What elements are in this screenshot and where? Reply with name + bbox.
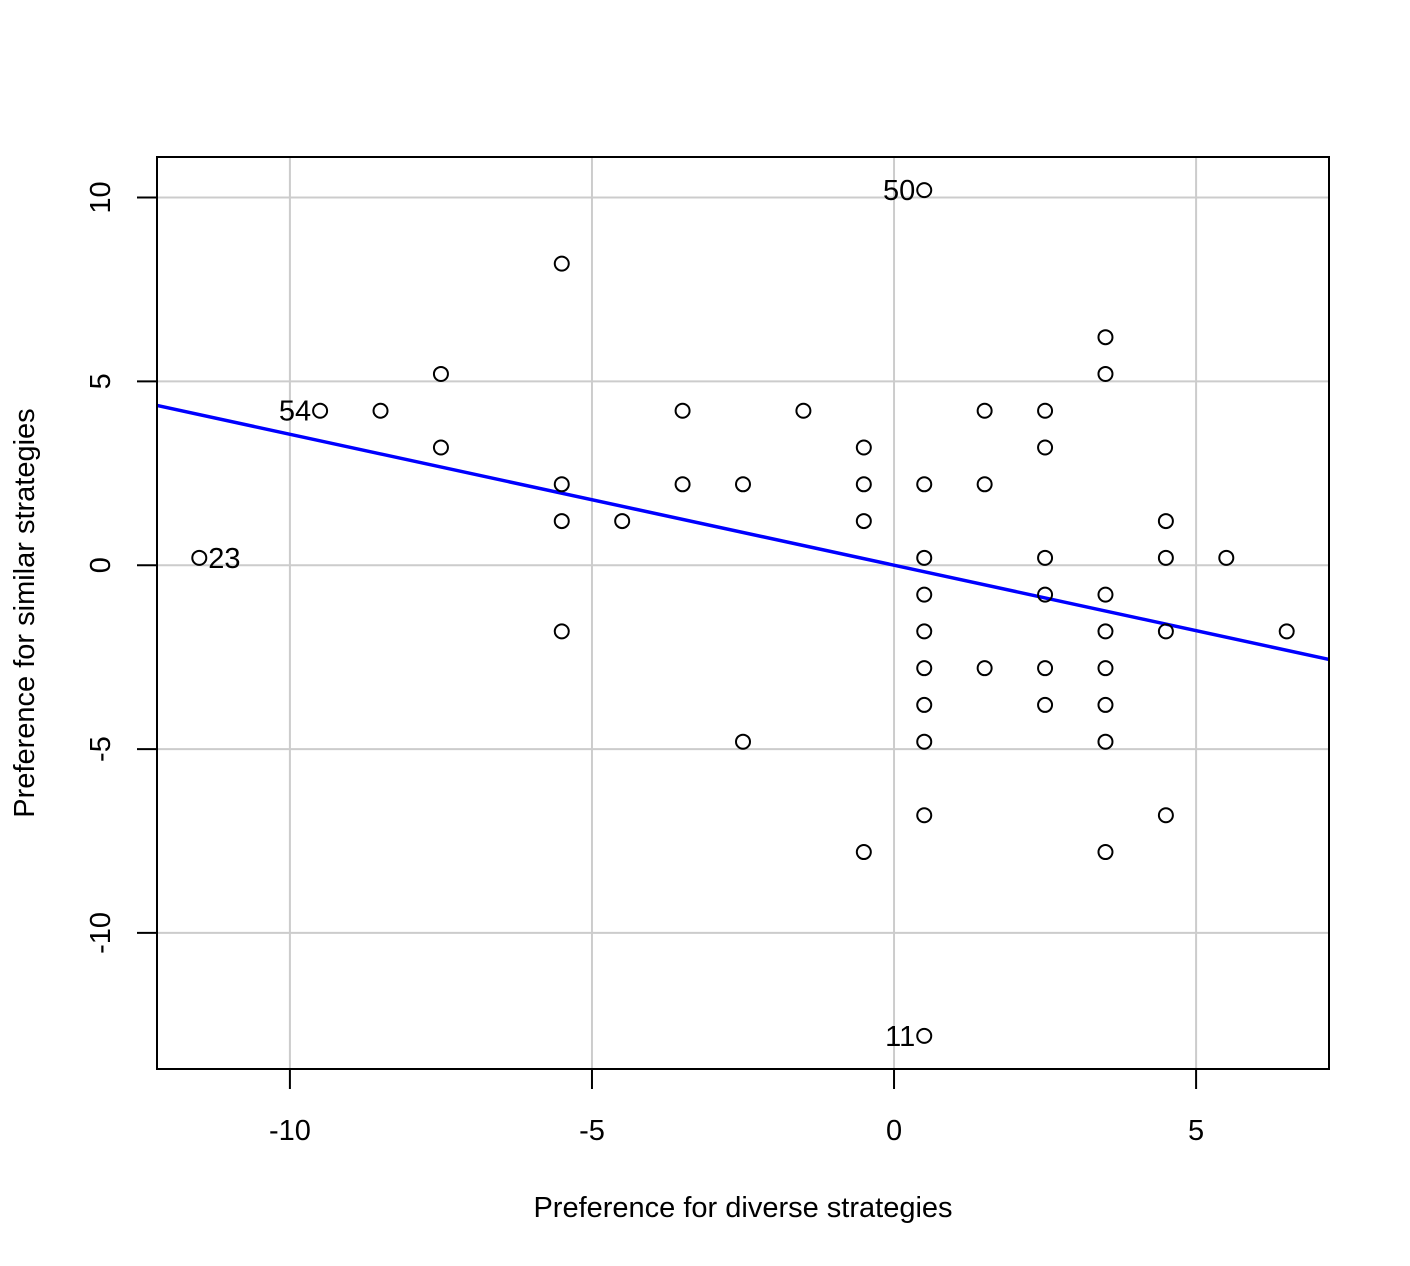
point-label: 23 bbox=[208, 543, 240, 575]
y-axis-title: Preference for similar strategies bbox=[9, 408, 41, 817]
point-label: 11 bbox=[885, 1021, 915, 1053]
data-point bbox=[432, 439, 449, 456]
regression-line-group bbox=[156, 403, 1330, 662]
data-point bbox=[916, 623, 933, 640]
data-point bbox=[916, 549, 933, 566]
point-label: 54 bbox=[279, 396, 311, 428]
data-point bbox=[976, 402, 993, 419]
y-axis: -10 -5 0 5 10 bbox=[85, 181, 157, 954]
data-point bbox=[916, 586, 933, 603]
y-tick-label: 10 bbox=[85, 181, 117, 213]
data-point bbox=[735, 733, 751, 750]
data-point bbox=[614, 513, 631, 530]
data-point bbox=[855, 439, 872, 456]
data-point bbox=[1037, 660, 1054, 677]
data-point bbox=[191, 549, 208, 566]
data-point bbox=[1037, 402, 1054, 419]
point-labels: 23 54 50 11 bbox=[208, 175, 915, 1053]
data-point bbox=[735, 476, 751, 493]
data-points bbox=[191, 182, 1295, 1044]
data-point bbox=[1218, 549, 1235, 566]
grid bbox=[157, 157, 1329, 1069]
data-point bbox=[553, 255, 570, 272]
data-point bbox=[1157, 513, 1174, 530]
x-tick-label: 0 bbox=[886, 1115, 902, 1147]
y-tick-label: 5 bbox=[85, 373, 117, 389]
data-point bbox=[976, 660, 993, 677]
data-point bbox=[855, 476, 872, 493]
data-point bbox=[432, 365, 449, 382]
data-point bbox=[1097, 365, 1114, 382]
x-tick-label: -10 bbox=[269, 1115, 311, 1147]
data-point bbox=[372, 402, 389, 419]
data-point bbox=[916, 733, 933, 750]
x-tick-label: -5 bbox=[579, 1115, 605, 1147]
data-point bbox=[312, 402, 329, 419]
data-point bbox=[976, 476, 993, 493]
data-point bbox=[1157, 807, 1174, 824]
data-point bbox=[1157, 549, 1174, 566]
x-axis: -10 -5 0 5 bbox=[269, 1069, 1204, 1147]
data-point bbox=[674, 402, 691, 419]
x-tick-label: 5 bbox=[1188, 1115, 1204, 1147]
data-point bbox=[553, 623, 570, 640]
data-point bbox=[1097, 733, 1114, 750]
data-point bbox=[795, 402, 812, 419]
data-point bbox=[916, 696, 933, 713]
data-point bbox=[916, 660, 933, 677]
y-tick-label: -10 bbox=[85, 912, 117, 954]
data-point bbox=[1097, 623, 1114, 640]
data-point bbox=[1037, 586, 1054, 603]
data-point bbox=[855, 844, 872, 861]
data-point bbox=[916, 476, 933, 493]
data-point bbox=[855, 513, 872, 530]
y-tick-label: 0 bbox=[85, 557, 117, 573]
data-point bbox=[553, 513, 570, 530]
data-point bbox=[916, 1027, 933, 1044]
data-point bbox=[1037, 549, 1054, 566]
data-point bbox=[1037, 439, 1054, 456]
data-point bbox=[1037, 696, 1054, 713]
data-point bbox=[1097, 660, 1114, 677]
data-point bbox=[1097, 329, 1114, 346]
point-label: 50 bbox=[883, 175, 915, 207]
data-point bbox=[1157, 623, 1174, 640]
data-point bbox=[1097, 696, 1114, 713]
x-axis-title: Preference for diverse strategies bbox=[533, 1192, 952, 1224]
regression-line bbox=[156, 403, 1330, 662]
data-point bbox=[916, 182, 933, 199]
data-point bbox=[1097, 586, 1114, 603]
data-point bbox=[553, 476, 570, 493]
data-point bbox=[674, 476, 691, 493]
plot-frame bbox=[156, 156, 1330, 1070]
data-point bbox=[916, 807, 933, 824]
data-point bbox=[1278, 623, 1295, 640]
y-tick-label: -5 bbox=[85, 736, 117, 762]
data-point bbox=[1097, 844, 1114, 861]
